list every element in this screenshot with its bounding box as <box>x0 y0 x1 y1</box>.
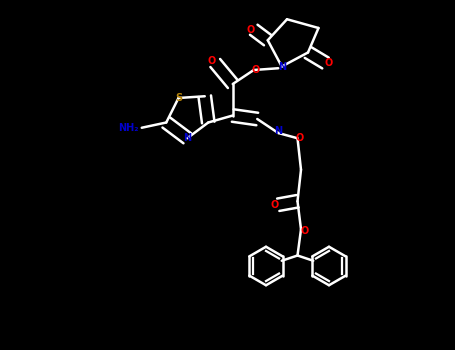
Text: O: O <box>300 226 308 236</box>
Text: O: O <box>251 65 260 75</box>
Text: O: O <box>246 25 254 35</box>
Text: O: O <box>207 56 216 66</box>
Text: O: O <box>295 133 303 143</box>
Text: O: O <box>271 200 279 210</box>
Text: O: O <box>325 58 333 68</box>
Text: N: N <box>183 133 191 143</box>
Text: N: N <box>274 126 282 136</box>
Text: N: N <box>278 62 286 71</box>
Text: NH₂: NH₂ <box>118 123 138 133</box>
Text: S: S <box>175 93 182 103</box>
